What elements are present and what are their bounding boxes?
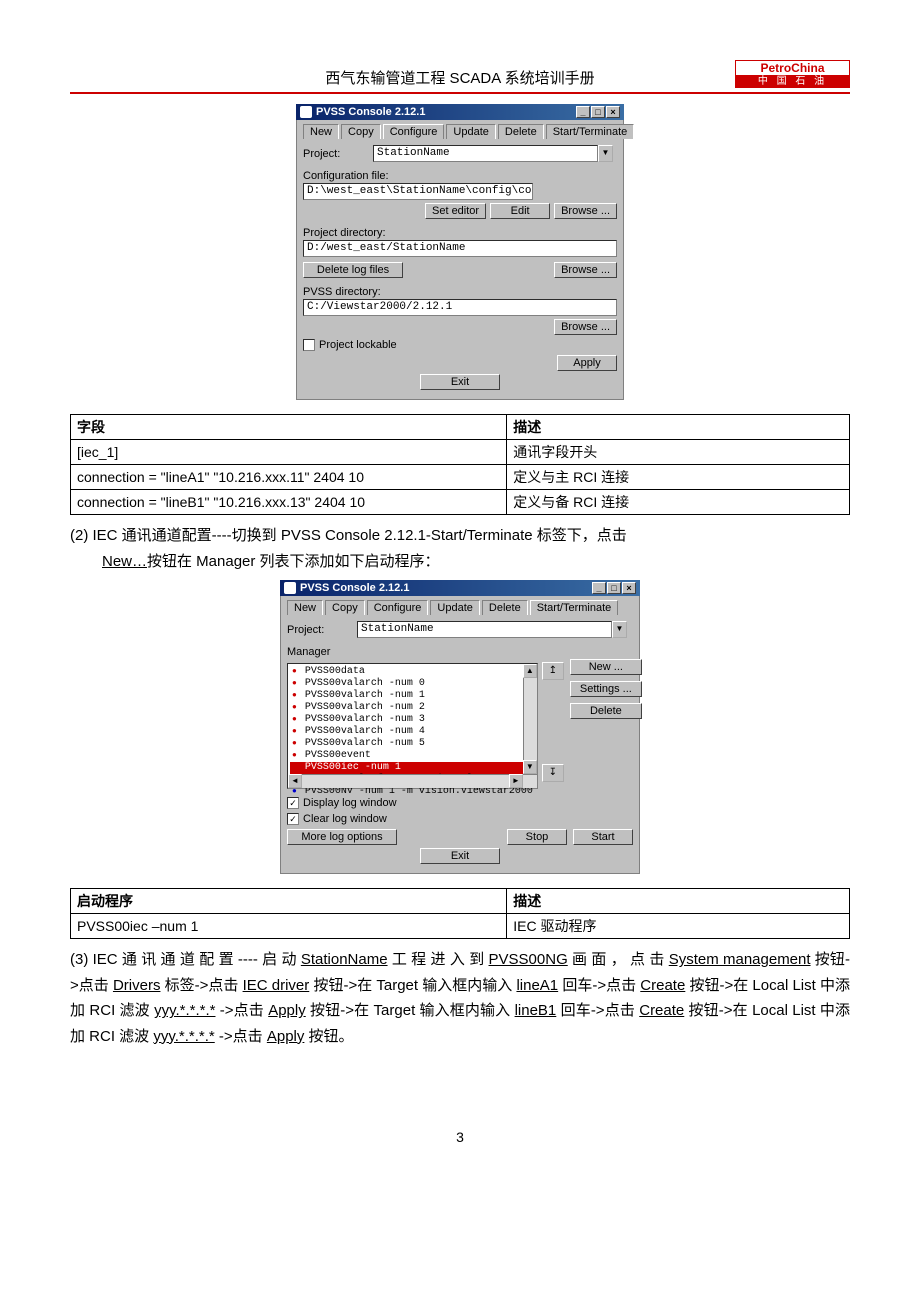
list-item[interactable]: ● PVSS00valarch -num 4 <box>290 726 535 738</box>
set-editor-button[interactable]: Set editor <box>425 203 486 219</box>
proj-dir-label: Project directory: <box>303 227 617 239</box>
reorder-buttons: ↥ ↧ <box>542 659 564 785</box>
window-buttons: _□× <box>591 582 636 594</box>
list-item[interactable]: ● PVSS00valarch -num 3 <box>290 714 535 726</box>
vertical-scrollbar[interactable]: ▲ ▼ <box>523 664 537 774</box>
project-dropdown[interactable]: StationName ▼ <box>357 621 627 638</box>
tab-new[interactable]: New <box>287 600 323 615</box>
project-label: Project: <box>303 148 373 160</box>
close-icon[interactable]: × <box>606 106 620 118</box>
minimize-icon[interactable]: _ <box>576 106 590 118</box>
list-item[interactable]: ● PVSS00valarch -num 2 <box>290 702 535 714</box>
tab-configure[interactable]: Configure <box>383 124 445 139</box>
window-titlebar: PVSS Console 2.12.1 _□× <box>280 580 640 596</box>
window-buttons: _□× <box>575 106 620 118</box>
exit-button[interactable]: Exit <box>420 374 500 390</box>
settings-button[interactable]: Settings ... <box>570 681 642 697</box>
manager-list[interactable]: ● PVSS00data● PVSS00valarch -num 0● PVSS… <box>287 663 538 789</box>
list-item[interactable]: ● PVSS00event <box>290 750 535 762</box>
horizontal-scrollbar[interactable]: ◄ ► <box>288 774 537 788</box>
close-icon[interactable]: × <box>622 582 636 594</box>
page-number: 3 <box>70 1129 850 1145</box>
maximize-icon[interactable]: □ <box>607 582 621 594</box>
tab-new[interactable]: New <box>303 124 339 139</box>
scroll-up-icon[interactable]: ▲ <box>523 664 537 678</box>
page-header: 西气东输管道工程 SCADA 系统培训手册 PetroChina 中 国 石 油 <box>70 60 850 94</box>
stop-button[interactable]: Stop <box>507 829 567 845</box>
chevron-down-icon[interactable]: ▼ <box>598 145 613 162</box>
tab-update[interactable]: Update <box>430 600 479 615</box>
chevron-down-icon[interactable]: ▼ <box>612 621 627 638</box>
tab-row: New Copy Configure Update Delete Start/T… <box>303 124 617 139</box>
app-icon <box>284 582 296 594</box>
maximize-icon[interactable]: □ <box>591 106 605 118</box>
tab-row: New Copy Configure Update Delete Start/T… <box>287 600 633 615</box>
more-log-button[interactable]: More log options <box>287 829 397 845</box>
manager-label: Manager <box>287 646 633 658</box>
browse-button-3[interactable]: Browse ... <box>554 319 617 335</box>
list-item[interactable]: ● PVSS00valarch -num 1 <box>290 690 535 702</box>
tab-update[interactable]: Update <box>446 124 495 139</box>
edit-button[interactable]: Edit <box>490 203 550 219</box>
scroll-left-icon[interactable]: ◄ <box>288 774 302 788</box>
scroll-right-icon[interactable]: ► <box>509 774 523 788</box>
list-item[interactable]: ● PVSS00data <box>290 666 535 678</box>
project-lockable-checkbox[interactable] <box>303 339 315 351</box>
project-lockable-label: Project lockable <box>319 339 397 351</box>
pvss-console-screenshot-2: PVSS Console 2.12.1 _□× New Copy Configu… <box>280 580 640 874</box>
pvss-dir-label: PVSS directory: <box>303 286 617 298</box>
proj-dir-input[interactable]: D:/west_east/StationName <box>303 240 617 257</box>
delete-log-button[interactable]: Delete log files <box>303 262 403 278</box>
delete-button[interactable]: Delete <box>570 703 642 719</box>
tab-delete[interactable]: Delete <box>498 124 544 139</box>
app-icon <box>300 106 312 118</box>
minimize-icon[interactable]: _ <box>592 582 606 594</box>
petrochina-logo: PetroChina 中 国 石 油 <box>735 60 850 88</box>
field-description-table: 字段描述 [iec_1]通讯字段开头 connection = "lineA1"… <box>70 414 850 515</box>
browse-button-2[interactable]: Browse ... <box>554 262 617 278</box>
list-item[interactable]: ● PVSS00iec -num 1 <box>290 762 535 774</box>
browse-button[interactable]: Browse ... <box>554 203 617 219</box>
config-file-input[interactable]: D:\west_east\StationName\config\config <box>303 183 533 200</box>
list-item[interactable]: ● PVSS00valarch -num 5 <box>290 738 535 750</box>
window-titlebar: PVSS Console 2.12.1 _□× <box>296 104 624 120</box>
step-3-text: (3) IEC 通 讯 通 道 配 置 ---- 启 动 StationName… <box>70 947 850 1049</box>
tab-delete[interactable]: Delete <box>482 600 528 615</box>
tab-configure[interactable]: Configure <box>367 600 429 615</box>
move-down-button[interactable]: ↧ <box>542 764 564 782</box>
project-dropdown[interactable]: StationName ▼ <box>373 145 613 162</box>
tab-copy[interactable]: Copy <box>325 600 365 615</box>
tab-start-terminate[interactable]: Start/Terminate <box>546 124 635 139</box>
scroll-down-icon[interactable]: ▼ <box>523 760 537 774</box>
move-up-button[interactable]: ↥ <box>542 662 564 680</box>
startup-program-table: 启动程序描述 PVSS00iec –num 1IEC 驱动程序 <box>70 888 850 939</box>
start-button[interactable]: Start <box>573 829 633 845</box>
tab-copy[interactable]: Copy <box>341 124 381 139</box>
new-button[interactable]: New ... <box>570 659 642 675</box>
pvss-dir-input[interactable]: C:/Viewstar2000/2.12.1 <box>303 299 617 316</box>
pvss-console-screenshot-1: PVSS Console 2.12.1 _□× New Copy Configu… <box>296 104 624 400</box>
exit-button[interactable]: Exit <box>420 848 500 864</box>
tab-start-terminate[interactable]: Start/Terminate <box>530 600 619 615</box>
list-item[interactable]: ● PVSS00valarch -num 0 <box>290 678 535 690</box>
project-label: Project: <box>287 624 357 636</box>
step-2-text: (2) IEC 通讯通道配置----切换到 PVSS Console 2.12.… <box>70 523 850 574</box>
clear-log-checkbox[interactable]: ✓ <box>287 813 299 825</box>
config-file-label: Configuration file: <box>303 170 617 182</box>
header-title: 西气东输管道工程 SCADA 系统培训手册 <box>185 67 735 88</box>
apply-button[interactable]: Apply <box>557 355 617 371</box>
clear-log-label: Clear log window <box>303 813 387 825</box>
